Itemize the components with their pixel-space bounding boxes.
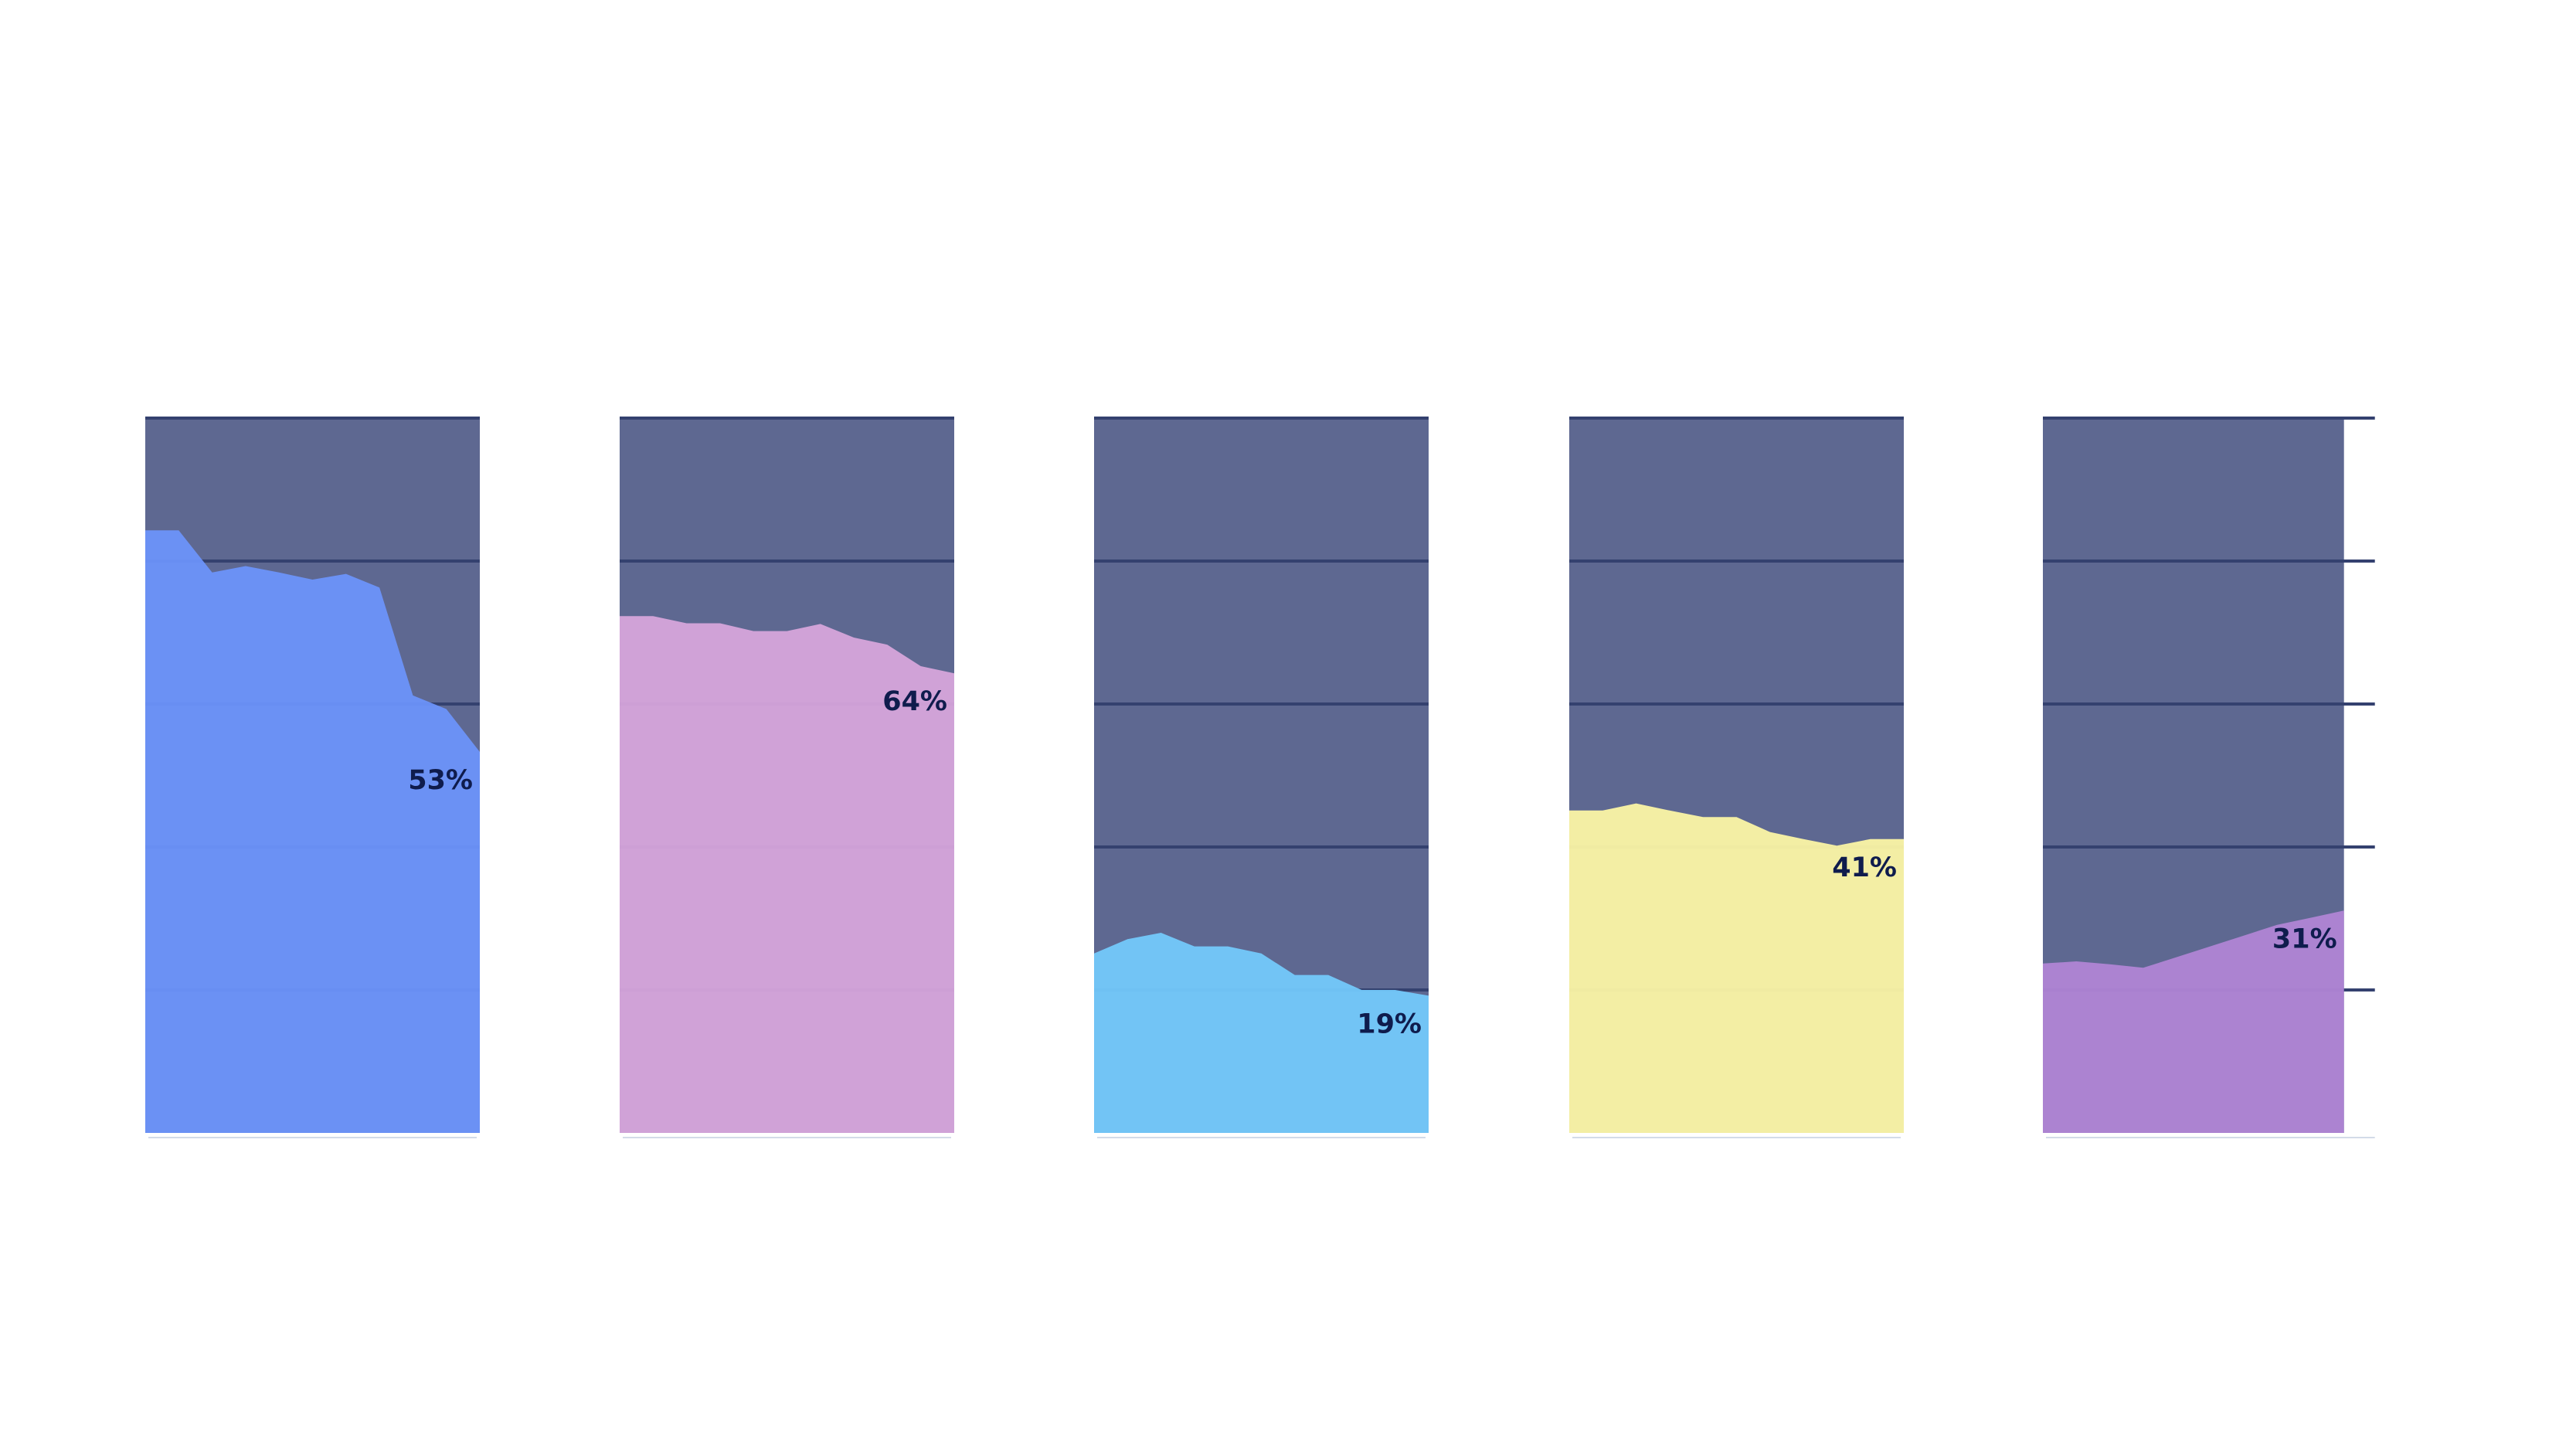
area-series	[145, 530, 480, 1133]
panels-layer: 53% 64% 19% 41% 31%	[145, 417, 2375, 1138]
panel-3: 19%	[1094, 417, 1429, 1138]
value-label: 64%	[882, 686, 947, 717]
area-series	[620, 616, 954, 1133]
value-label: 19%	[1357, 1009, 1422, 1039]
panel-1: 53%	[145, 417, 480, 1138]
panel-2: 64%	[620, 417, 954, 1138]
value-label: 31%	[2272, 923, 2337, 954]
area-series	[2043, 910, 2344, 1133]
value-label: 53%	[408, 765, 473, 796]
area-series	[1569, 803, 1904, 1133]
value-label: 41%	[1832, 852, 1897, 883]
panel-4: 41%	[1569, 417, 1904, 1138]
area-series	[1094, 933, 1429, 1133]
panel-5: 31%	[2043, 417, 2375, 1138]
